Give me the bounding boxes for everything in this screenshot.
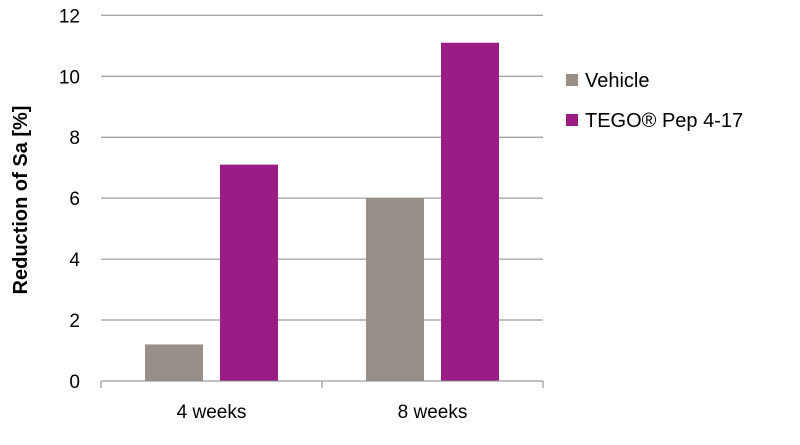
bar-vehicle-8-weeks [366,198,424,381]
y-tick-label: 8 [69,128,80,149]
y-tick-label: 6 [69,189,80,210]
y-tick-label: 0 [69,372,80,393]
y-tick-label: 12 [59,6,80,27]
y-tick-label: 2 [69,311,80,332]
bar-tego-pep-4-17-4-weeks [220,164,278,381]
legend-label: TEGO® Pep 4-17 [585,110,743,132]
legend-label: Vehicle [585,70,650,92]
legend-swatch [566,114,578,126]
bars [145,42,499,381]
x-tick-label: 8 weeks [398,402,468,423]
legend-swatch [566,74,578,86]
y-tick-label: 10 [59,67,80,88]
x-axis: 4 weeks 8 weeks [100,380,544,423]
y-tick-labels: 0 2 4 6 8 10 12 [59,6,81,393]
x-tick-label: 4 weeks [177,402,247,423]
bar-tego-pep-4-17-8-weeks [441,42,499,381]
bar-vehicle-4-weeks [145,344,203,381]
y-axis-label: Reduction of Sa [%] [10,106,32,295]
legend: Vehicle TEGO® Pep 4-17 [566,70,743,132]
y-tick-label: 4 [69,250,80,271]
